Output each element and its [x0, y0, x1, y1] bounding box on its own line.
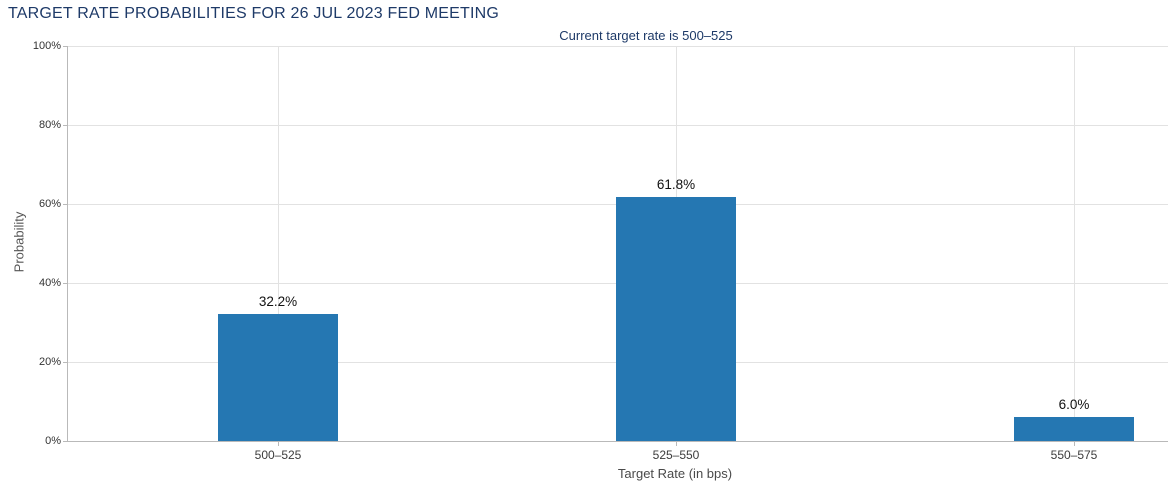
x-tick [1073, 441, 1075, 446]
chart-subtitle: Current target rate is 500–525 [559, 28, 733, 43]
y-tick-label: 0% [45, 435, 61, 447]
y-tick [63, 361, 67, 363]
bar-500-525[interactable] [218, 313, 338, 441]
bar-550-575[interactable] [1014, 417, 1134, 441]
chart-title: TARGET RATE PROBABILITIES FOR 26 JUL 202… [8, 5, 500, 22]
y-tick-label: 40% [38, 277, 61, 289]
bar-value-label: 6.0% [1058, 397, 1090, 413]
bar-value-label: 61.8% [656, 176, 696, 192]
y-tick-label: 100% [32, 40, 61, 52]
y-axis-label: Probability [11, 211, 27, 273]
y-tick [63, 440, 67, 442]
x-axis-line [67, 441, 1168, 442]
y-axis-line [67, 46, 68, 441]
y-tick-label: 60% [38, 198, 61, 210]
y-tick [63, 124, 67, 126]
y-tick-label: 80% [38, 119, 61, 131]
y-tick [63, 45, 67, 47]
x-axis-label: Target Rate (in bps) [617, 466, 733, 481]
y-tick [63, 203, 67, 205]
x-tick-label: 550–575 [1050, 448, 1098, 462]
gridline-vertical [1073, 46, 1075, 441]
bar-value-label: 32.2% [258, 293, 298, 309]
x-tick [675, 441, 677, 446]
y-tick-label: 20% [38, 356, 61, 368]
x-tick-label: 525–550 [652, 448, 700, 462]
x-tick-label: 500–525 [254, 448, 302, 462]
x-tick [277, 441, 279, 446]
y-tick [63, 282, 67, 284]
gridline-vertical [277, 46, 279, 441]
bar-525-550[interactable] [616, 196, 736, 441]
gridline-horizontal [67, 124, 1168, 126]
gridline-horizontal [67, 45, 1168, 47]
